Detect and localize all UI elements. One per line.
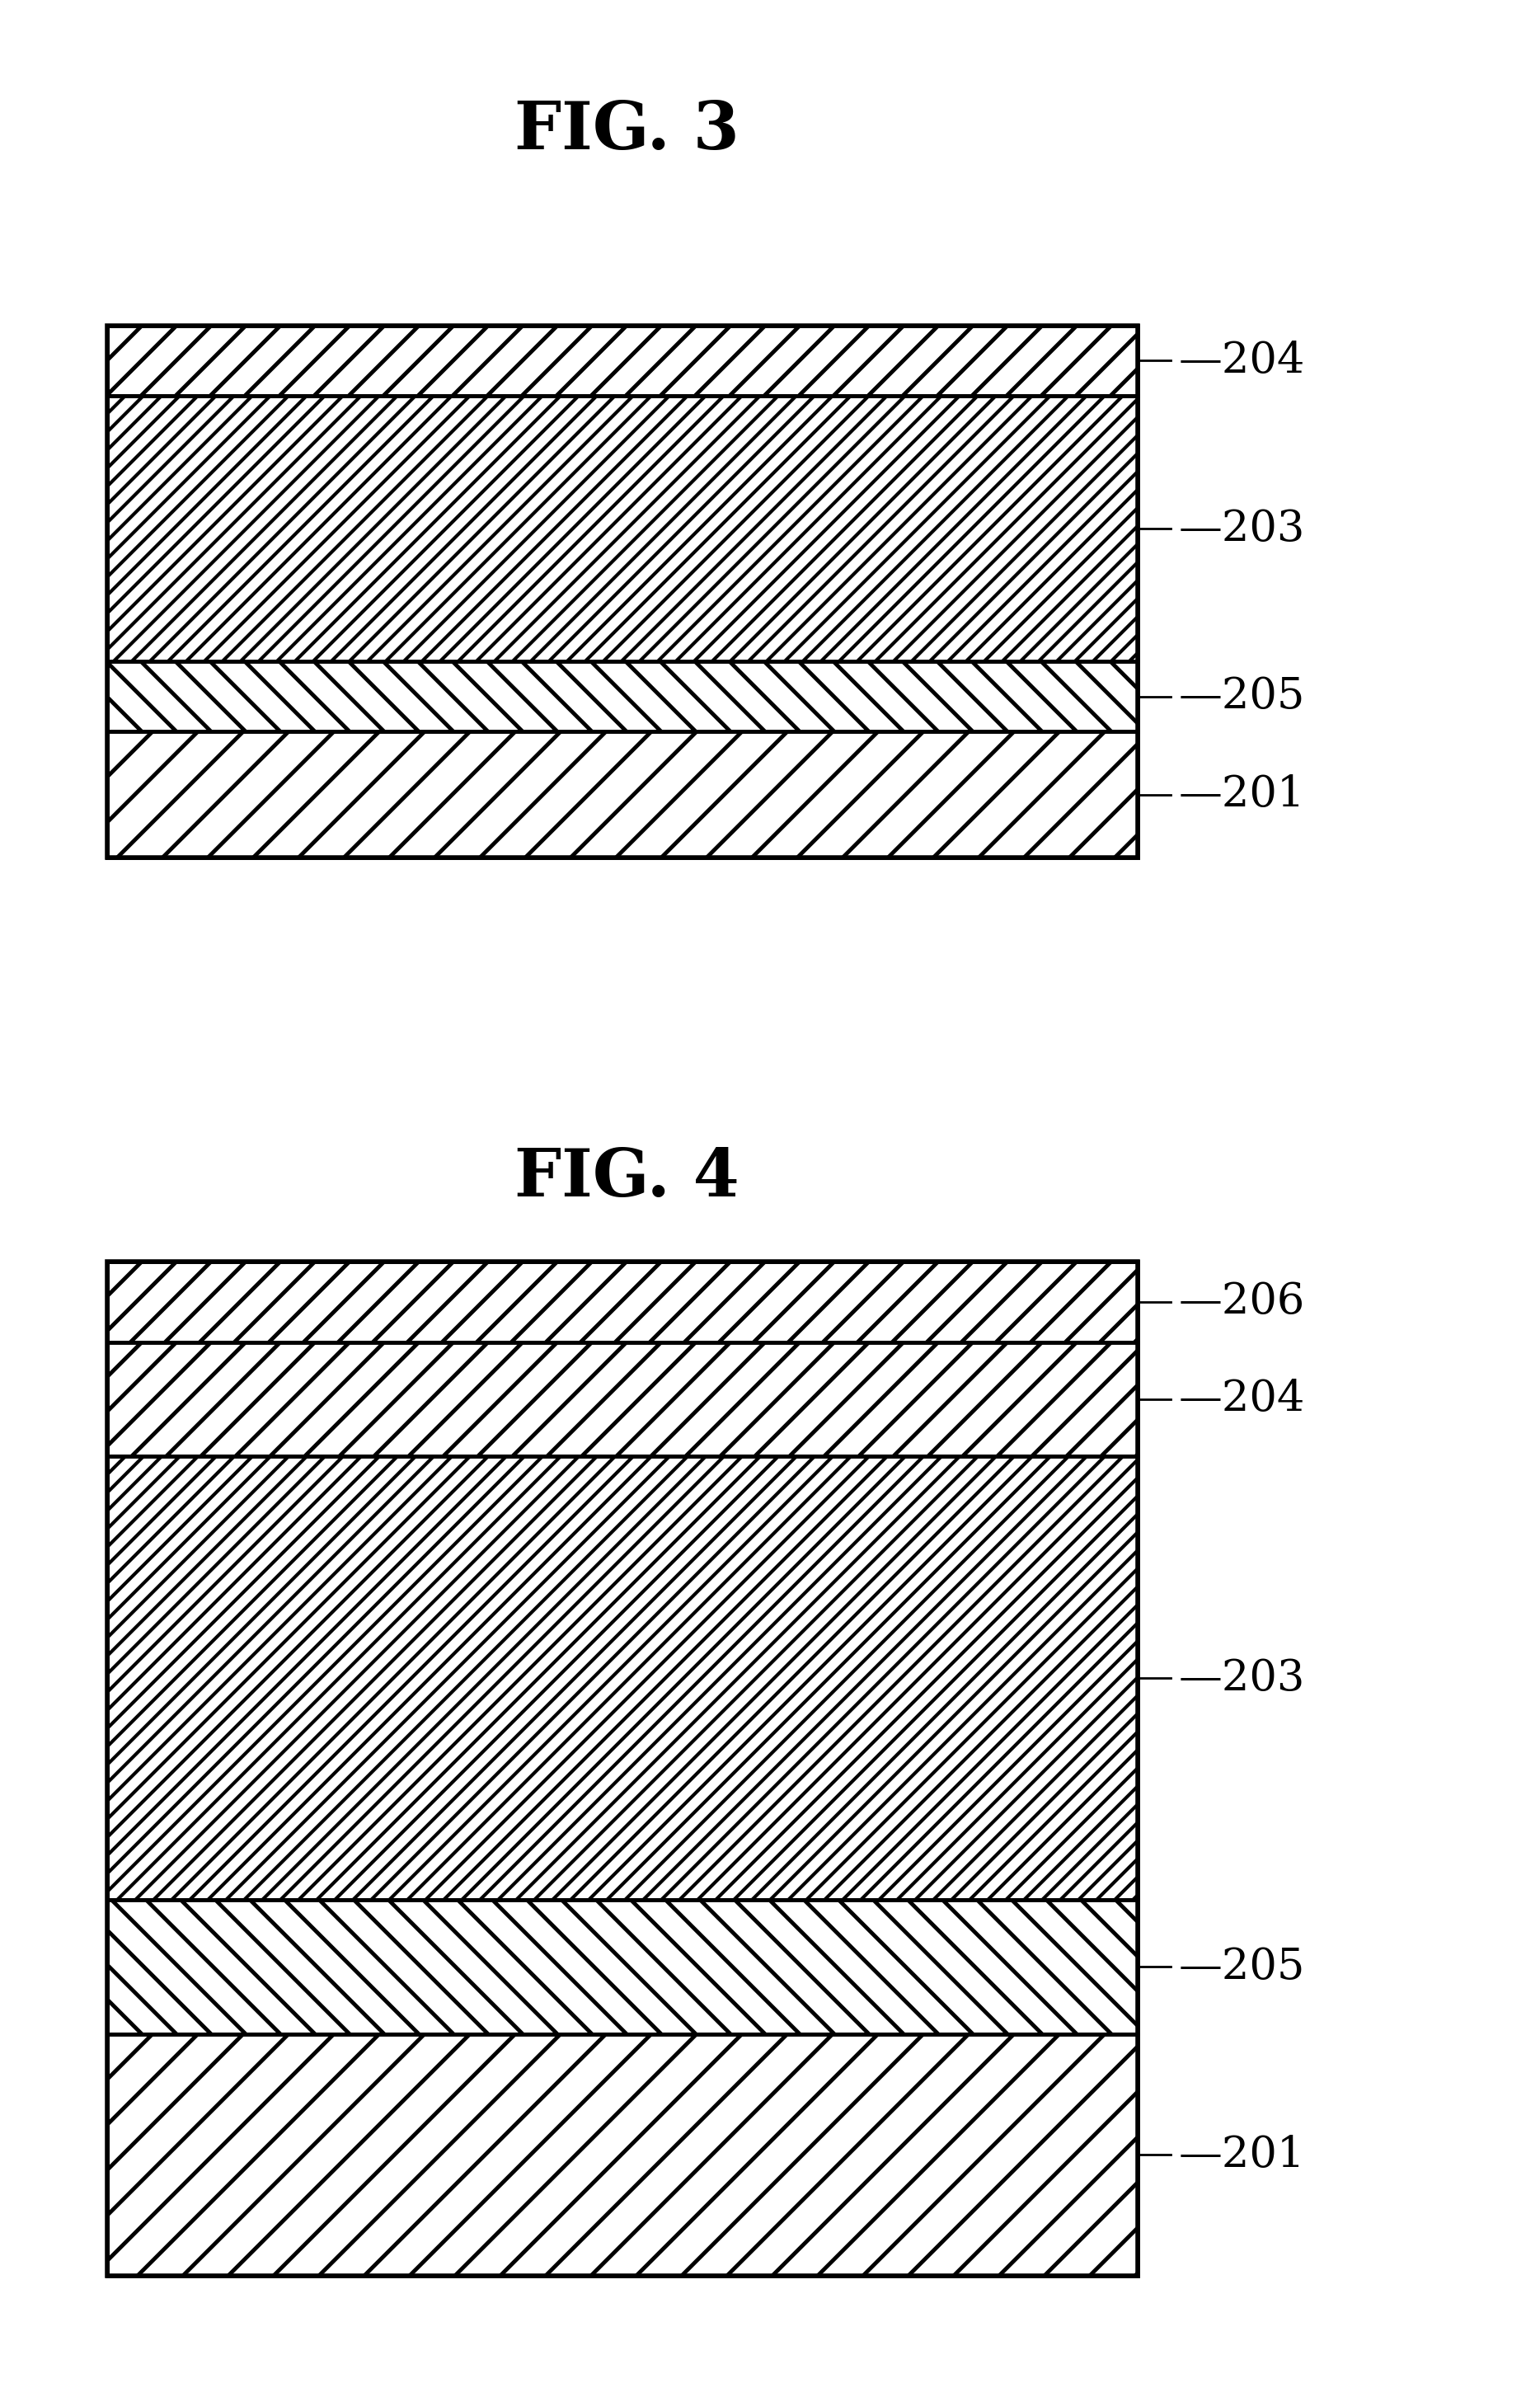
Bar xyxy=(108,1342,1138,1457)
Bar xyxy=(108,731,1138,858)
Bar xyxy=(108,396,1138,662)
Bar xyxy=(108,1457,1138,1901)
Bar xyxy=(108,1261,1138,1342)
Text: —201: —201 xyxy=(1180,2133,1306,2176)
Text: —203: —203 xyxy=(1180,508,1306,549)
Text: FIG. 3: FIG. 3 xyxy=(514,98,739,163)
Text: —203: —203 xyxy=(1180,1656,1306,1699)
Bar xyxy=(108,1261,1138,2275)
Text: —205: —205 xyxy=(1180,1946,1306,1987)
Text: —205: —205 xyxy=(1180,676,1306,717)
Text: FIG. 4: FIG. 4 xyxy=(514,1146,739,1210)
Text: —204: —204 xyxy=(1180,340,1306,381)
Text: —206: —206 xyxy=(1180,1280,1306,1323)
Bar xyxy=(108,1901,1138,2035)
Bar xyxy=(108,326,1138,858)
Text: —204: —204 xyxy=(1180,1378,1306,1421)
Bar xyxy=(108,2035,1138,2275)
Bar xyxy=(108,326,1138,396)
Text: —201: —201 xyxy=(1180,774,1306,815)
Bar xyxy=(108,662,1138,731)
